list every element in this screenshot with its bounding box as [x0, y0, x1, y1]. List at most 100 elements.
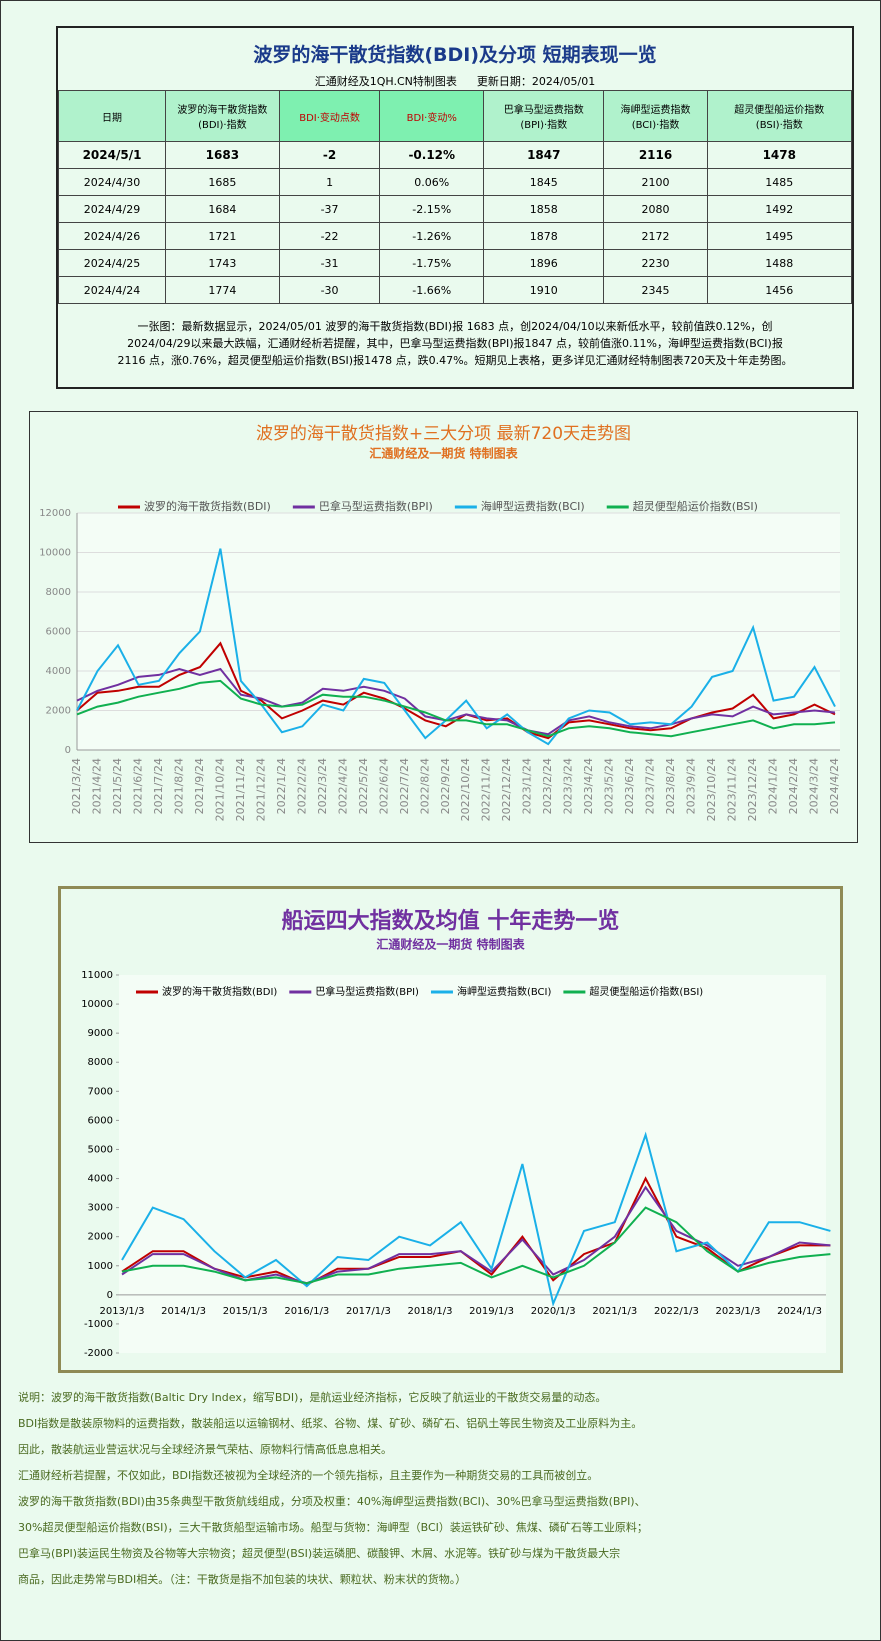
x-tick-label: 2013/1/3: [100, 1306, 145, 1317]
header-cell: 超灵便型船运价指数 (BSI)·指数: [706, 90, 853, 142]
table-cell: 2024/4/25: [57, 249, 167, 277]
table-cell: 1685: [165, 168, 280, 196]
update-date: 更新日期：2024/05/01: [476, 75, 596, 88]
x-tick-label: 2022/8/24: [418, 758, 431, 814]
header-cell: BDI·变动点数: [278, 90, 381, 142]
legend-label: 海岬型运费指数(BCI): [481, 499, 585, 513]
table-cell: -30: [278, 276, 381, 304]
x-tick-label: 2021/10/24: [213, 758, 226, 821]
y-tick-label: 6000: [46, 627, 71, 638]
header-text: 日期: [102, 112, 122, 124]
table-row: 2024/4/30 1685 1 0.06% 1845 2100 1485: [57, 168, 853, 196]
explanation-line: 汇通财经析若提醒，不仅如此，BDI指数还被视为全球经济的一个领先指标，且主要作为…: [18, 1469, 599, 1482]
legend-label: 巴拿马型运费指数(BPI): [315, 985, 419, 998]
header-cell: BDI·变动%: [379, 90, 485, 142]
x-tick-label: 2022/9/24: [439, 758, 452, 814]
header-text: 波罗的海干散货指数: [177, 105, 268, 116]
header-text: (BDI)·指数: [198, 120, 247, 131]
x-tick-label: 2023/6/24: [623, 758, 636, 814]
series-line: [76, 548, 836, 746]
x-tick-label: 2016/1/3: [284, 1306, 329, 1317]
header-text: (BSI)·指数: [755, 120, 803, 131]
summary-box: 波罗的海干散货指数(BDI)及分项 短期表现一览 汇通财经及1QH.CN特制图表…: [56, 26, 854, 389]
header-text: (BCI)·指数: [631, 120, 680, 131]
x-tick-label: 2021/6/24: [131, 758, 144, 814]
x-tick-label: 2022/5/24: [357, 758, 370, 814]
x-tick-label: 2022/2/24: [295, 758, 308, 814]
table-cell: 2024/4/24: [57, 276, 167, 304]
table-cell: 1845: [483, 168, 605, 196]
x-tick-label: 2024/4/24: [828, 758, 841, 814]
note-line: 2116 点，涨0.76%，超灵便型船运价指数(BSI)报1478 点，跌0.4…: [117, 354, 793, 367]
x-tick-label: 2022/7/24: [398, 758, 411, 814]
x-tick-label: 2023/1/3: [716, 1306, 761, 1317]
x-tick-label: 2022/3/24: [316, 758, 329, 814]
legend-label: 超灵便型船运价指数(BSI): [633, 499, 758, 513]
table-cell: 1683: [165, 141, 280, 169]
x-tick-label: 2022/1/24: [275, 758, 288, 814]
x-tick-label: 2021/7/24: [152, 758, 165, 814]
table-cell: 2100: [603, 168, 708, 196]
y-tick-label: 0: [65, 745, 71, 756]
explanation-line: 巴拿马(BPI)装运民生物资及谷物等大宗物资；超灵便型(BSI)装运磷肥、碳酸钾…: [18, 1547, 621, 1560]
plot-bg: [119, 975, 826, 1353]
y-tick-label: 10000: [81, 999, 113, 1010]
x-tick-label: 2015/1/3: [223, 1306, 268, 1317]
header-text: 海岬型运费指数: [620, 105, 691, 116]
header-text: BDI·变动%: [406, 112, 457, 124]
x-tick-label: 2021/11/24: [234, 758, 247, 821]
x-tick-label: 2022/10/24: [459, 758, 472, 821]
table-cell: 2024/5/1: [57, 141, 167, 169]
table-cell: -0.12%: [379, 141, 485, 169]
x-tick-label: 2017/1/3: [346, 1306, 391, 1317]
y-tick-label: 6000: [88, 1115, 113, 1126]
x-tick-label: 2022/1/3: [654, 1306, 699, 1317]
y-tick-label: 9000: [88, 1028, 113, 1039]
legend-label: 巴拿马型运费指数(BPI): [319, 499, 433, 513]
y-tick-label: 1000: [88, 1261, 113, 1272]
y-tick-label: 4000: [88, 1174, 113, 1185]
x-tick-label: 2024/1/24: [767, 758, 780, 814]
table-cell: -1.75%: [379, 249, 485, 277]
header-row: 日期 波罗的海干散货指数 (BDI)·指数 BDI·变动点数 BDI·变动% 巴拿马型运费…: [57, 90, 853, 142]
table-cell: 1743: [165, 249, 280, 277]
x-tick-label: 2019/1/3: [469, 1306, 514, 1317]
table-row: 2024/5/1 1683 -2 -0.12% 1847 2116 1478: [57, 141, 853, 169]
table-cell: 1495: [706, 222, 853, 250]
x-tick-label: 2023/7/24: [644, 758, 657, 814]
x-tick-label: 2022/4/24: [336, 758, 349, 814]
x-tick-label: 2023/9/24: [685, 758, 698, 814]
x-tick-label: 2014/1/3: [161, 1306, 206, 1317]
table-cell: -2: [278, 141, 381, 169]
x-tick-label: 2021/12/24: [254, 758, 267, 821]
summary-note: 一张图：最新数据显示，2024/05/01 波罗的海干散货指数(BDI)报 16…: [58, 318, 852, 369]
x-tick-label: 2021/3/24: [70, 758, 83, 814]
table-cell: 1684: [165, 195, 280, 223]
y-tick-label: 0: [107, 1290, 113, 1301]
x-tick-label: 2021/9/24: [193, 758, 206, 814]
legend-label: 波罗的海干散货指数(BDI): [144, 499, 271, 513]
y-tick-label: 8000: [88, 1057, 113, 1068]
explanation-line: BDI指数是散装原物料的运费指数，散装船运以运输钢材、纸浆、谷物、煤、矿砂、磷矿…: [18, 1417, 643, 1430]
table-cell: 1858: [483, 195, 605, 223]
table-cell: 1847: [483, 141, 605, 169]
table-cell: 1910: [483, 276, 605, 304]
table-cell: 2080: [603, 195, 708, 223]
y-tick-label: 8000: [46, 587, 71, 598]
explanation-line: 波罗的海干散货指数(BDI)由35条典型干散货航线组成，分项及权重：40%海岬型…: [18, 1495, 646, 1508]
table-cell: 2024/4/29: [57, 195, 167, 223]
header-text: (BPI)·指数: [520, 120, 568, 131]
x-tick-label: 2021/8/24: [172, 758, 185, 814]
x-tick-label: 2021/1/3: [592, 1306, 637, 1317]
y-tick-label: 11000: [81, 970, 113, 981]
table-cell: -31: [278, 249, 381, 277]
explanation-line: 30%超灵便型船运价指数(BSI)，三大干散货船型运输市场。船型与货物：海岬型（…: [18, 1521, 648, 1534]
x-tick-label: 2022/12/24: [500, 758, 513, 821]
explanation-line: 因此，散装航运业营运状况与全球经济景气荣枯、原物料行情高低息息相关。: [18, 1443, 392, 1456]
table-row: 2024/4/29 1684 -37 -2.15% 1858 2080 1492: [57, 195, 853, 223]
table-cell: 2116: [603, 141, 708, 169]
explanation-line: 说明：波罗的海干散货指数(Baltic Dry Index，缩写BDI)，是航运…: [18, 1391, 607, 1404]
y-tick-label: 2000: [46, 706, 71, 717]
